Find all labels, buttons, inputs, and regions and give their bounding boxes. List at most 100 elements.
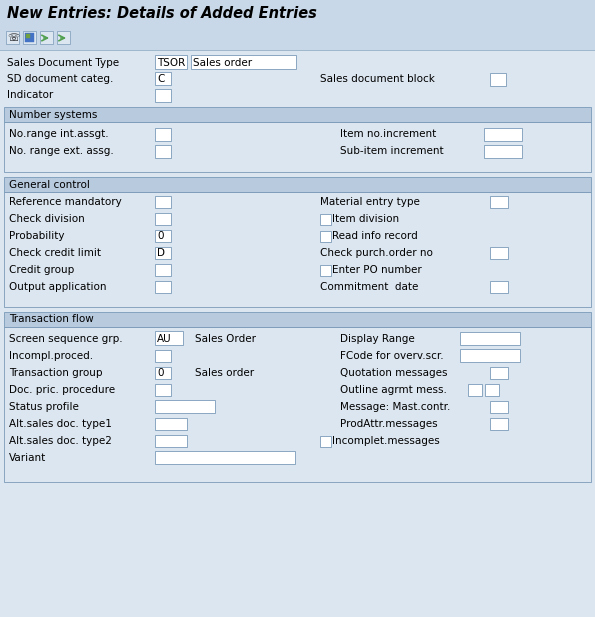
Text: ProdAttr.messages: ProdAttr.messages <box>340 419 438 429</box>
Bar <box>155 350 171 362</box>
Bar <box>155 144 171 157</box>
Text: Screen sequence grp.: Screen sequence grp. <box>9 334 123 344</box>
Text: Output application: Output application <box>9 282 107 292</box>
Text: TSOR: TSOR <box>157 58 185 68</box>
Text: Sub-item increment: Sub-item increment <box>340 146 444 156</box>
Bar <box>6 31 19 44</box>
Text: AU: AU <box>157 334 171 344</box>
Text: Commitment  date: Commitment date <box>320 282 418 292</box>
Text: Credit group: Credit group <box>9 265 74 275</box>
Text: Outline agrmt mess.: Outline agrmt mess. <box>340 385 447 395</box>
Text: SD document categ.: SD document categ. <box>7 74 114 84</box>
Text: Check division: Check division <box>9 214 84 224</box>
Bar <box>490 196 508 208</box>
Text: Quotation messages: Quotation messages <box>340 368 447 378</box>
Text: Indicator: Indicator <box>7 90 53 100</box>
Bar <box>485 384 499 396</box>
Bar <box>155 384 171 396</box>
Text: FCode for overv.scr.: FCode for overv.scr. <box>340 351 444 361</box>
Text: Transaction group: Transaction group <box>9 368 102 378</box>
Text: Alt.sales doc. type1: Alt.sales doc. type1 <box>9 419 112 429</box>
Text: No.range int.assgt.: No.range int.assgt. <box>9 129 109 139</box>
Bar <box>490 418 508 430</box>
Bar <box>320 213 331 225</box>
Text: Reference mandatory: Reference mandatory <box>9 197 122 207</box>
Bar <box>460 332 520 345</box>
Bar <box>155 247 171 259</box>
Text: D: D <box>157 248 165 258</box>
Text: Incomplet.messages: Incomplet.messages <box>332 436 440 446</box>
Text: Enter PO number: Enter PO number <box>332 265 422 275</box>
Bar <box>490 401 508 413</box>
Bar <box>155 331 183 345</box>
Text: Sales document block: Sales document block <box>320 74 435 84</box>
Text: Status profile: Status profile <box>9 402 79 412</box>
Text: Display Range: Display Range <box>340 334 415 344</box>
Bar <box>484 128 522 141</box>
Bar <box>155 451 295 464</box>
Bar <box>155 400 215 413</box>
Bar <box>4 327 591 482</box>
Bar <box>26 34 30 38</box>
Bar <box>25 33 34 42</box>
Text: Number systems: Number systems <box>9 109 98 120</box>
Text: Sales order: Sales order <box>193 58 252 68</box>
Bar <box>320 265 331 276</box>
Bar <box>155 230 171 242</box>
Bar <box>191 55 296 69</box>
Bar <box>155 72 171 85</box>
Text: Doc. pric. procedure: Doc. pric. procedure <box>9 385 115 395</box>
Bar <box>320 436 331 447</box>
Bar <box>484 144 522 157</box>
Text: Sales Order: Sales Order <box>195 334 256 344</box>
Bar <box>155 418 187 430</box>
Bar <box>320 231 331 241</box>
Bar <box>4 107 591 122</box>
Text: Variant: Variant <box>9 453 46 463</box>
Text: Sales Document Type: Sales Document Type <box>7 58 119 68</box>
Bar <box>155 88 171 102</box>
Bar <box>155 128 171 141</box>
Bar <box>490 281 508 293</box>
Text: Material entry type: Material entry type <box>320 197 420 207</box>
Text: Sales order: Sales order <box>195 368 254 378</box>
Text: 0: 0 <box>157 368 164 378</box>
Bar <box>155 213 171 225</box>
Text: C: C <box>157 74 164 84</box>
Bar <box>57 31 70 44</box>
Text: New Entries: Details of Added Entries: New Entries: Details of Added Entries <box>7 6 317 20</box>
Text: No. range ext. assg.: No. range ext. assg. <box>9 146 114 156</box>
Text: ☏: ☏ <box>7 33 19 43</box>
Bar <box>490 367 508 379</box>
Bar <box>0 26 595 50</box>
Text: Check credit limit: Check credit limit <box>9 248 101 258</box>
Bar <box>4 312 591 327</box>
Bar <box>0 0 595 26</box>
Bar <box>155 281 171 293</box>
Bar <box>155 264 171 276</box>
Text: Alt.sales doc. type2: Alt.sales doc. type2 <box>9 436 112 446</box>
Bar <box>40 31 53 44</box>
Bar <box>4 192 591 307</box>
Bar <box>490 247 508 259</box>
Bar <box>4 177 591 192</box>
Bar <box>155 196 171 208</box>
Text: Incompl.proced.: Incompl.proced. <box>9 351 93 361</box>
Text: Read info record: Read info record <box>332 231 418 241</box>
Bar <box>155 367 171 379</box>
Text: Item division: Item division <box>332 214 399 224</box>
Bar <box>468 384 482 396</box>
Text: Probability: Probability <box>9 231 64 241</box>
Text: Transaction flow: Transaction flow <box>9 315 94 325</box>
Bar <box>4 122 591 172</box>
Text: Item no.increment: Item no.increment <box>340 129 436 139</box>
Text: 0: 0 <box>157 231 164 241</box>
Bar <box>23 31 36 44</box>
Bar <box>155 435 187 447</box>
Text: Message: Mast.contr.: Message: Mast.contr. <box>340 402 450 412</box>
Bar <box>0 50 595 51</box>
Bar <box>155 55 187 69</box>
Text: Check purch.order no: Check purch.order no <box>320 248 433 258</box>
Bar <box>490 73 506 86</box>
Bar <box>460 349 520 362</box>
